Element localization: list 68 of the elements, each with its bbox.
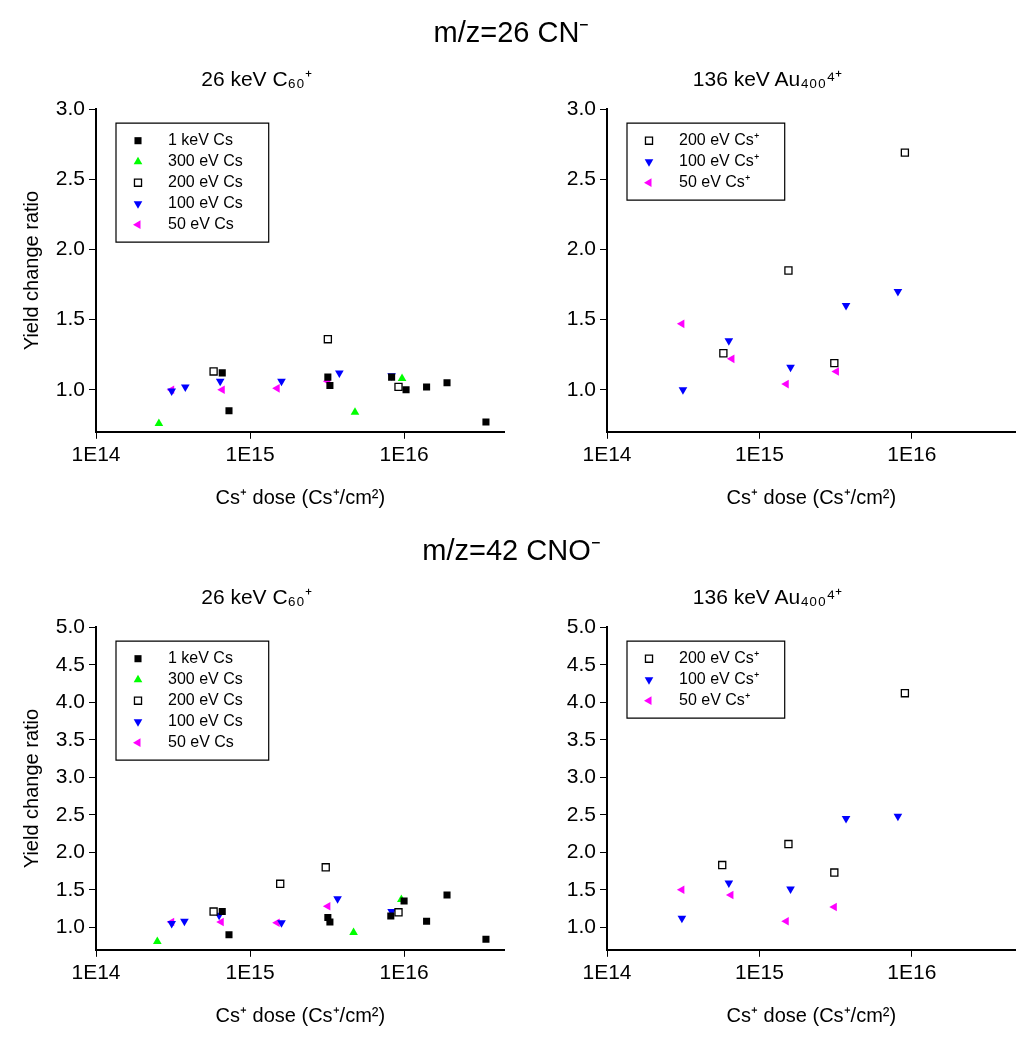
y-tick-label: 2.5 bbox=[566, 166, 596, 190]
legend-label: 100 eV Cs⁺ bbox=[679, 152, 759, 170]
legend-label: 200 eV Cs bbox=[168, 173, 243, 191]
y-tick-label: 1.5 bbox=[55, 306, 85, 330]
y-tick-label: 4.5 bbox=[566, 651, 596, 675]
y-tick-label: 2.0 bbox=[566, 236, 596, 260]
x-axis-title: Cs⁺ dose (Cs⁺/cm²) bbox=[215, 485, 386, 508]
y-tick-label: 1.0 bbox=[55, 914, 85, 938]
y-tick-label: 2.5 bbox=[566, 801, 596, 825]
y-tick-label: 2.5 bbox=[55, 166, 85, 190]
legend-label: 50 eV Cs bbox=[168, 733, 234, 751]
chart-title: 26 keV C₆₀⁺ bbox=[201, 67, 312, 91]
y-tick-label: 2.0 bbox=[55, 839, 85, 863]
y-tick-label: 3.5 bbox=[566, 726, 596, 750]
legend-label: 100 eV Cs⁺ bbox=[679, 670, 759, 688]
chart-title: 26 keV C₆₀⁺ bbox=[201, 585, 312, 609]
x-tick-label: 1E14 bbox=[71, 442, 121, 466]
text: m/z=42 CNO⁻ bbox=[421, 533, 602, 568]
x-axis-title: Cs⁺ dose (Cs⁺/cm²) bbox=[215, 1003, 386, 1026]
legend-label: 200 eV Cs⁺ bbox=[679, 131, 759, 149]
legend-label: 300 eV Cs bbox=[168, 152, 243, 170]
y-tick-label: 4.0 bbox=[566, 689, 596, 713]
legend-label: 300 eV Cs bbox=[168, 670, 243, 688]
x-tick-label: 1E14 bbox=[71, 960, 121, 984]
legend-label: 50 eV Cs⁺ bbox=[679, 691, 750, 709]
x-tick-label: 1E16 bbox=[887, 442, 937, 466]
x-tick-label: 1E15 bbox=[225, 442, 275, 466]
y-tick-label: 3.5 bbox=[55, 726, 85, 750]
legend-label: 1 keV Cs bbox=[168, 649, 233, 667]
y-axis-title: Yield change ratio bbox=[19, 190, 42, 351]
legend-label: 50 eV Cs bbox=[168, 215, 234, 233]
x-tick-label: 1E16 bbox=[379, 960, 429, 984]
text: m/z=26 CN⁻ bbox=[432, 15, 591, 50]
y-tick-label: 1.0 bbox=[55, 376, 85, 400]
x-tick-label: 1E14 bbox=[582, 442, 632, 466]
y-tick-label: 4.0 bbox=[55, 689, 85, 713]
y-tick-label: 3.0 bbox=[566, 764, 596, 788]
y-tick-label: 3.0 bbox=[55, 96, 85, 119]
legend-label: 1 keV Cs bbox=[168, 131, 233, 149]
legend-label: 100 eV Cs bbox=[168, 194, 243, 212]
y-tick-label: 1.5 bbox=[566, 876, 596, 900]
x-tick-label: 1E14 bbox=[582, 960, 632, 984]
x-tick-label: 1E16 bbox=[887, 960, 937, 984]
y-tick-label: 2.0 bbox=[566, 839, 596, 863]
x-tick-label: 1E15 bbox=[734, 960, 784, 984]
x-tick-label: 1E15 bbox=[225, 960, 275, 984]
chart-title: 136 keV Au₄₀₀⁴⁺ bbox=[692, 585, 843, 609]
legend-label: 100 eV Cs bbox=[168, 712, 243, 730]
y-tick-label: 5.0 bbox=[566, 614, 596, 637]
y-tick-label: 1.0 bbox=[566, 376, 596, 400]
y-axis-title: Yield change ratio bbox=[19, 708, 42, 869]
chart-title: 136 keV Au₄₀₀⁴⁺ bbox=[692, 67, 843, 91]
y-tick-label: 2.0 bbox=[55, 236, 85, 260]
y-tick-label: 1.0 bbox=[566, 914, 596, 938]
y-tick-label: 3.0 bbox=[566, 96, 596, 119]
y-tick-label: 2.5 bbox=[55, 801, 85, 825]
y-tick-label: 1.5 bbox=[566, 306, 596, 330]
legend-label: 50 eV Cs⁺ bbox=[679, 173, 750, 191]
x-tick-label: 1E16 bbox=[379, 442, 429, 466]
y-tick-label: 1.5 bbox=[55, 876, 85, 900]
x-axis-title: Cs⁺ dose (Cs⁺/cm²) bbox=[726, 485, 897, 508]
y-tick-label: 4.5 bbox=[55, 651, 85, 675]
legend-label: 200 eV Cs⁺ bbox=[679, 649, 759, 667]
legend-label: 200 eV Cs bbox=[168, 691, 243, 709]
y-tick-label: 5.0 bbox=[55, 614, 85, 637]
y-tick-label: 3.0 bbox=[55, 764, 85, 788]
x-axis-title: Cs⁺ dose (Cs⁺/cm²) bbox=[726, 1003, 897, 1026]
x-tick-label: 1E15 bbox=[734, 442, 784, 466]
